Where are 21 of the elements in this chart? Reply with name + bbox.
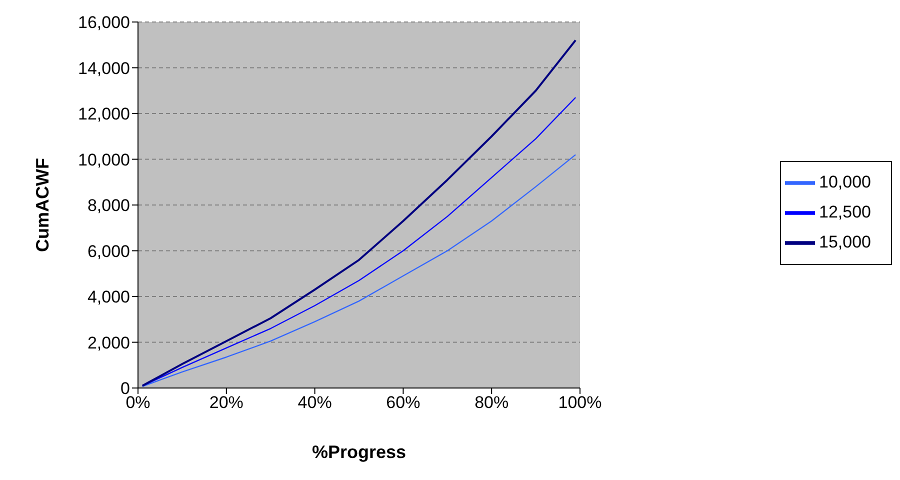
y-tick-label: 16,000 (78, 13, 130, 32)
y-tick-label: 4,000 (87, 288, 130, 307)
x-tick-label: 0% (126, 393, 150, 412)
y-axis-title: CumACWF (32, 158, 52, 252)
legend-label: 12,500 (819, 202, 871, 222)
x-tick-label: 100% (558, 393, 602, 412)
legend-label: 10,000 (819, 172, 871, 192)
y-tick-label: 6,000 (87, 242, 130, 261)
legend-label: 15,000 (819, 232, 871, 252)
x-tick-label: 20% (209, 393, 244, 412)
y-tick-label: 12,000 (78, 104, 130, 124)
x-tick-label: 40% (298, 393, 332, 412)
y-tick-label: 8,000 (87, 196, 130, 216)
x-axis-title: %Progress (312, 442, 406, 462)
y-tick-label: 14,000 (78, 58, 130, 78)
y-tick-label: 2,000 (87, 333, 130, 352)
x-tick-label: 60% (386, 393, 420, 412)
y-tick-label: 10,000 (78, 150, 130, 170)
line-series (142, 154, 576, 387)
line-series (141, 39, 577, 387)
x-tick-label: 80% (474, 393, 509, 412)
